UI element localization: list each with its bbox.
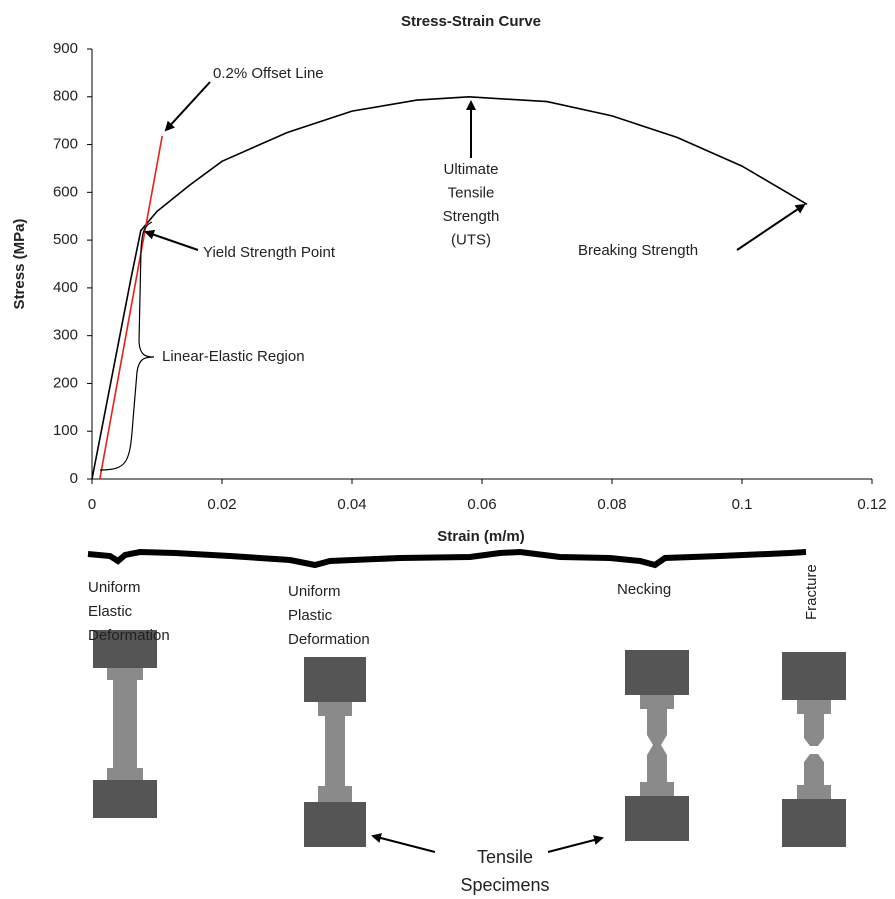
annotation-arrow [144, 229, 199, 251]
annotation: Yield Strength Point [203, 244, 336, 261]
series-line [91, 95, 808, 480]
x-tick-label: 0.06 [467, 496, 496, 513]
y-tick-label: 700 [53, 136, 78, 153]
y-tick-label: 200 [53, 374, 78, 391]
specimen-label: Necking [617, 581, 671, 598]
strain-bar [87, 548, 807, 569]
y-tick-label: 900 [53, 40, 78, 57]
y-tick-label: 300 [53, 327, 78, 344]
y-tick-label: 600 [53, 183, 78, 200]
specimen-label: Uniform [288, 583, 341, 600]
annotation-arrow [164, 81, 211, 132]
plot: 0 100 200 300 400 500 600 700 800 900 0 0.02 0.04 0.0… [53, 40, 887, 513]
annotation-arrow [736, 203, 806, 251]
specimen-label: Fracture [803, 564, 820, 620]
y-tick-label: 800 [53, 88, 78, 105]
x-tick-label: 0.02 [207, 496, 236, 513]
series-line [99, 135, 163, 480]
x-tick-label: 0.04 [337, 496, 366, 513]
specimen-label: Uniform [88, 579, 141, 596]
arrow [547, 835, 604, 853]
x-tick-label: 0.08 [597, 496, 626, 513]
specimen-label: Elastic [88, 603, 133, 620]
caption: Tensile [477, 847, 533, 867]
specimen-label: Plastic [288, 607, 333, 624]
annotation: Linear-Elastic Region [162, 348, 305, 365]
y-tick-label: 500 [53, 231, 78, 248]
y-tick-label: 400 [53, 279, 78, 296]
annotation: Ultimate [443, 161, 498, 178]
specimen-labels: Uniform Elastic Deformation Uniform Plastic D… [88, 564, 820, 895]
annotation: Strength [443, 208, 500, 225]
caption: Specimens [460, 875, 549, 895]
specimen [625, 650, 689, 841]
annotation: Tensile [448, 184, 495, 201]
x-tick-label: 0.12 [857, 496, 886, 513]
specimen-label: Deformation [288, 631, 370, 648]
x-axis-label: Strain (m/m) [437, 528, 525, 545]
y-tick-label: 100 [53, 422, 78, 439]
specimen [304, 657, 366, 847]
y-tick-label: 0 [70, 470, 78, 487]
arrow [371, 833, 436, 853]
specimen [93, 630, 157, 818]
specimen-label: Deformation [88, 627, 170, 644]
specimen [782, 652, 846, 847]
annotation: (UTS) [451, 231, 491, 248]
annotation: Breaking Strength [578, 242, 698, 259]
x-tick-label: 0.1 [732, 496, 753, 513]
brace [99, 221, 155, 471]
chart-title: Stress-Strain Curve [401, 13, 541, 30]
annotation: 0.2% Offset Line [213, 65, 324, 82]
x-tick-label: 0 [88, 496, 96, 513]
y-axis-label: Stress (MPa) [11, 219, 28, 310]
